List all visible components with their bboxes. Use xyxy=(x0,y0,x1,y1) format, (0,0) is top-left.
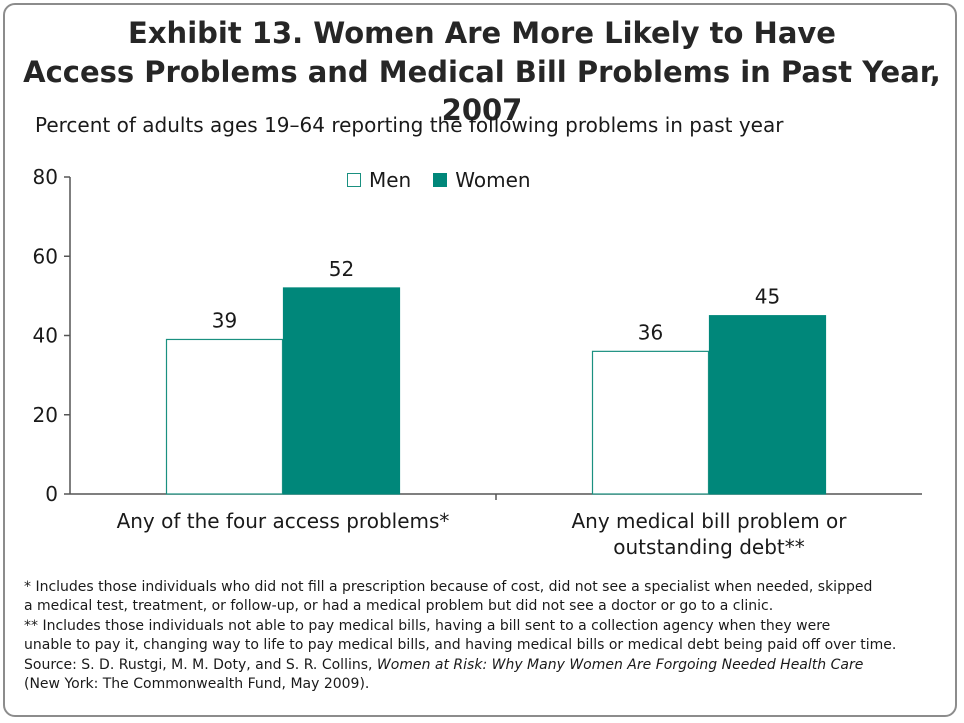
legend-label-women: Women xyxy=(455,168,531,192)
bar-women-1 xyxy=(282,287,401,495)
legend-label-men: Men xyxy=(369,168,412,192)
x-category-label-2: outstanding debt** xyxy=(613,535,804,559)
y-tick-label: 20 xyxy=(33,403,58,427)
legend: Men Women xyxy=(347,168,553,192)
bar-women-2 xyxy=(708,315,827,495)
chart-subtitle: Percent of adults ages 19–64 reporting t… xyxy=(35,113,784,137)
bar-men-1 xyxy=(165,338,284,495)
footnote-1-line-1: * Includes those individuals who did not… xyxy=(24,579,873,595)
data-label-women-1: 52 xyxy=(329,257,354,281)
chart-frame xyxy=(3,3,957,717)
footnote-2-line-2: unable to pay it, changing way to life t… xyxy=(24,637,897,654)
legend-swatch-men xyxy=(347,173,361,187)
legend-swatch-women xyxy=(433,173,448,187)
legend-item-women: Women xyxy=(433,168,531,192)
source-title: Women at Risk: Why Many Women Are Forgoi… xyxy=(376,656,864,673)
bar-men-2 xyxy=(591,350,710,495)
y-tick-label: 0 xyxy=(45,482,58,506)
source-line-2: (New York: The Commonwealth Fund, May 20… xyxy=(24,676,370,693)
data-label-women-2: 45 xyxy=(755,285,780,309)
y-tick-label: 40 xyxy=(33,324,58,348)
data-label-men-2: 36 xyxy=(638,320,663,344)
footnotes: * Includes those individuals who did not… xyxy=(24,578,948,694)
data-label-men-1: 39 xyxy=(212,308,237,332)
footnote-2-line-1: ** Includes those individuals not able t… xyxy=(24,617,831,634)
x-category-label-2: Any medical bill problem or xyxy=(571,509,847,533)
chart-title-line-1: Exhibit 13. Women Are More Likely to Hav… xyxy=(128,16,836,50)
chart-title-line-2: Access Problems and Medical Bill Problem… xyxy=(23,55,941,127)
legend-item-men: Men xyxy=(347,168,411,192)
x-category-label-1: Any of the four access problems* xyxy=(117,509,450,533)
y-tick-label: 60 xyxy=(33,244,58,268)
y-tick-label: 80 xyxy=(33,165,58,189)
footnote-1-line-2: a medical test, treatment, or follow-up,… xyxy=(24,598,774,615)
source-prefix: Source: S. D. Rustgi, M. M. Doty, and S.… xyxy=(24,656,377,673)
source-line-1: Source: S. D. Rustgi, M. M. Doty, and S.… xyxy=(24,656,948,675)
